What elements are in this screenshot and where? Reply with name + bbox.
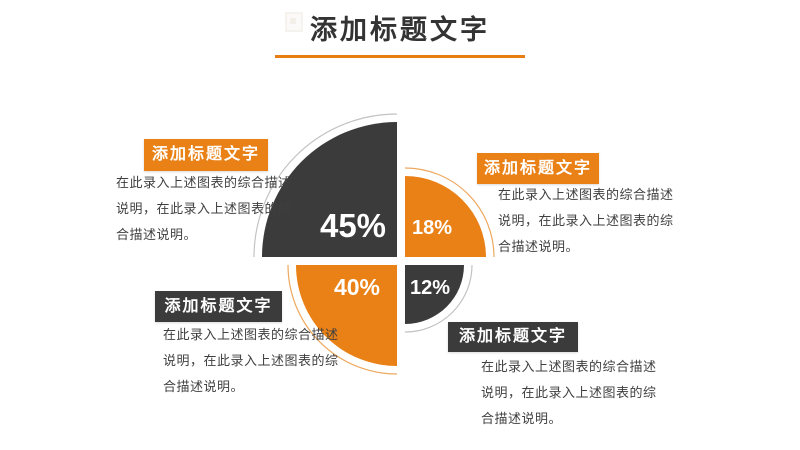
outline-arc-top-right bbox=[404, 167, 495, 258]
callout-body-line: 合描述说明。 bbox=[498, 239, 580, 254]
pie-slice-40[interactable] bbox=[296, 265, 397, 366]
page-title: 添加标题文字 bbox=[310, 15, 490, 45]
callout-body-line: 合描述说明。 bbox=[481, 411, 563, 426]
callout-body-line: 在此录入上述图表的综合描述 bbox=[163, 327, 339, 342]
callout-body-bottom-left: 在此录入上述图表的综合描述 说明，在此录入上述图表的综 合描述说明。 bbox=[163, 322, 343, 400]
quadrant-pie-chart: 45% 18% 40% 12% bbox=[250, 110, 505, 375]
outline-arc-top-left bbox=[253, 113, 398, 258]
pie-label-40: 40% bbox=[334, 274, 380, 300]
pie-label-18: 18% bbox=[412, 217, 452, 239]
callout-body-line: 说明，在此录入上述图表的综 bbox=[498, 213, 674, 228]
callout-heading-top-left[interactable]: 添加标题文字 bbox=[144, 139, 268, 171]
callout-body-top-left: 在此录入上述图表的综合描述 说明，在此录入上述图表的综 合描述说明。 bbox=[116, 170, 311, 248]
callout-body-top-right: 在此录入上述图表的综合描述 说明，在此录入上述图表的综 合描述说明。 bbox=[498, 182, 673, 260]
callout-body-line: 在此录入上述图表的综合描述 bbox=[498, 187, 674, 202]
callout-body-line: 说明，在此录入上述图表的综 bbox=[481, 385, 657, 400]
title-decoration-square-icon bbox=[285, 12, 303, 32]
title-decoration-inner-square bbox=[290, 18, 296, 24]
callout-body-bottom-right: 在此录入上述图表的综合描述 说明，在此录入上述图表的综 合描述说明。 bbox=[481, 354, 656, 432]
callout-body-line: 在此录入上述图表的综合描述 bbox=[116, 175, 292, 190]
callout-heading-bottom-right[interactable]: 添加标题文字 bbox=[448, 322, 578, 352]
callout-body-line: 说明，在此录入上述图表的综 bbox=[116, 201, 292, 216]
outline-arc-bottom-right bbox=[404, 264, 473, 333]
outline-arc-bottom-left bbox=[287, 264, 398, 375]
callout-body-line: 合描述说明。 bbox=[163, 379, 245, 394]
pie-label-45: 45% bbox=[320, 207, 386, 244]
callout-heading-bottom-left[interactable]: 添加标题文字 bbox=[155, 291, 282, 322]
callout-body-line: 合描述说明。 bbox=[116, 227, 198, 242]
pie-slice-18[interactable] bbox=[405, 176, 486, 257]
pie-slice-45[interactable] bbox=[262, 122, 397, 257]
pie-svg: 45% 18% 40% 12% bbox=[253, 113, 495, 375]
callout-body-line: 说明，在此录入上述图表的综 bbox=[163, 353, 339, 368]
pie-label-12: 12% bbox=[410, 277, 450, 299]
callout-body-line: 在此录入上述图表的综合描述 bbox=[481, 359, 657, 374]
callout-heading-top-right[interactable]: 添加标题文字 bbox=[477, 153, 599, 184]
title-underline bbox=[275, 55, 525, 58]
title-block: 添加标题文字 bbox=[0, 12, 800, 48]
pie-slice-12[interactable] bbox=[405, 265, 464, 324]
